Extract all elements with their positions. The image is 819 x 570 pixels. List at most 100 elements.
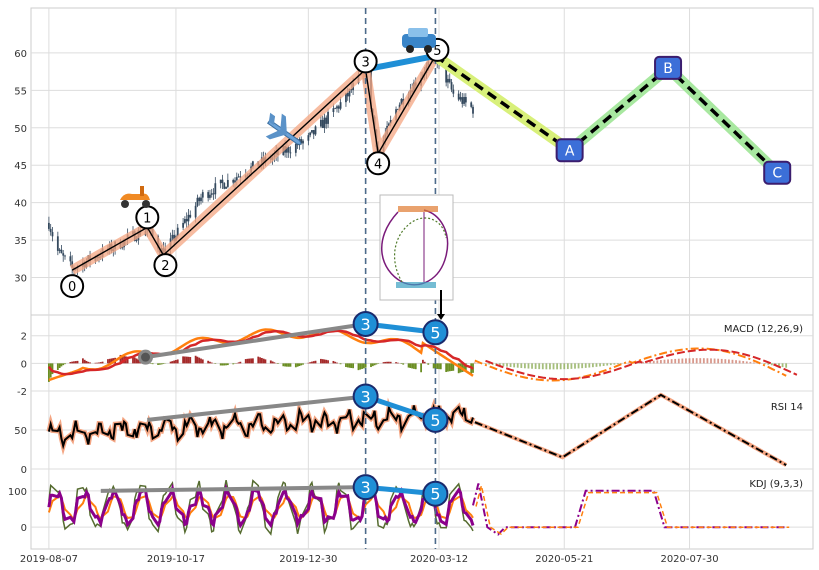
macd-histogram-bar: [436, 363, 439, 369]
candle-body: [187, 214, 190, 222]
macd-histogram-bar: [94, 362, 97, 364]
macd-panel-label: MACD (12,26,9): [724, 324, 803, 335]
candle-body: [51, 232, 54, 237]
macd-projection-bar: [731, 359, 734, 364]
macd-projection-bar: [484, 363, 487, 364]
macd-projection-bar: [556, 363, 559, 370]
macd-histogram-bar: [126, 356, 129, 364]
macd-histogram-bar: [257, 356, 260, 364]
macd-histogram-bar: [309, 362, 312, 364]
candle-body: [285, 147, 288, 153]
macd-histogram-bar: [198, 357, 201, 364]
macd-histogram-bar: [361, 363, 363, 369]
macd-pivot-label: 5: [430, 323, 440, 342]
macd-projection-bar: [720, 358, 723, 364]
macd-projection-bar: [674, 358, 677, 364]
macd-histogram-bar: [346, 363, 349, 368]
macd-projection-bar: [559, 363, 562, 370]
candle-body: [183, 219, 186, 223]
kdj-ytick-label: 0: [21, 523, 27, 534]
macd-histogram-bar: [352, 363, 355, 369]
macd-histogram-bar: [239, 361, 242, 364]
candle-body: [307, 135, 310, 141]
xtick-label: 2019-12-30: [279, 554, 337, 565]
macd-histogram-bar: [101, 361, 104, 364]
macd-histogram-bar: [62, 363, 65, 366]
macd-histogram-bar: [402, 363, 405, 365]
candle-body: [221, 179, 224, 184]
macd-histogram-bar: [158, 363, 161, 365]
macd-histogram-bar: [185, 356, 188, 364]
wave-point-label: 4: [374, 157, 382, 172]
macd-histogram-bar: [364, 363, 367, 368]
rsi-pivot-label: 3: [361, 387, 371, 406]
candle-body: [210, 193, 213, 195]
macd-histogram-bar: [345, 363, 347, 368]
macd-histogram-bar: [214, 363, 217, 364]
kdj-pivot-marker: [352, 474, 379, 501]
macd-histogram-bar: [447, 363, 449, 372]
macd-histogram-bar: [421, 359, 424, 364]
airplane-icon: [265, 112, 302, 145]
candle-body: [459, 97, 462, 100]
macd-projection-bar: [649, 361, 652, 364]
rsi-panel-label: RSI 14: [771, 402, 803, 413]
candle-body: [226, 179, 229, 187]
rsi-line: [47, 403, 474, 450]
macd-signal-line: [47, 329, 474, 376]
macd-histogram-bar: [464, 363, 467, 372]
macd-histogram-bar: [307, 362, 310, 364]
macd-histogram-bar: [187, 356, 190, 364]
rsi-ytick-label: 0: [21, 465, 27, 476]
candle-body: [348, 89, 351, 97]
macd-projection-bar: [577, 363, 580, 369]
macd-histogram-bar: [182, 356, 185, 364]
candle-body: [350, 89, 353, 91]
macd-histogram-bar: [302, 363, 304, 365]
macd-projection-bar: [488, 363, 491, 365]
macd-projection-bar: [688, 358, 691, 364]
macd-histogram-bar: [64, 363, 66, 365]
macd-projection-bar: [613, 363, 616, 365]
macd-histogram-bar: [386, 361, 389, 364]
macd-projection-bar: [588, 363, 591, 368]
candle-body: [237, 176, 240, 178]
macd-histogram-bar: [450, 363, 453, 371]
macd-projection-bar: [781, 363, 784, 368]
projection-point-marker: [763, 160, 792, 185]
rsi-pivot-marker: [352, 383, 379, 410]
macd-histogram-bar: [384, 361, 387, 364]
macd-histogram-bar: [51, 363, 54, 375]
macd-histogram-bar: [210, 362, 213, 364]
macd-histogram-bar: [87, 361, 90, 364]
rsi-pivot-label: 5: [430, 411, 440, 430]
macd-histogram-bar: [223, 363, 226, 366]
candle-body: [327, 112, 329, 124]
candle-body: [321, 119, 324, 128]
macd-histogram-bar: [219, 363, 222, 366]
macd-projection-bar: [566, 363, 569, 370]
candle-body: [69, 256, 72, 262]
candle-body: [198, 197, 201, 202]
macd-histogram-bar: [99, 362, 102, 364]
candle-body: [332, 108, 335, 113]
candle-body: [62, 253, 65, 256]
macd-histogram-bar: [121, 355, 124, 364]
macd-projection-bar: [677, 358, 680, 364]
candle-body: [300, 139, 303, 144]
macd-histogram-bar: [271, 361, 274, 364]
macd-projection-bar: [727, 359, 730, 364]
kdj-ytick-label: 100: [8, 487, 27, 498]
macd-histogram-bar: [389, 361, 392, 364]
candle-body: [389, 120, 392, 124]
macd-histogram-bar: [201, 359, 204, 364]
candle-body: [450, 82, 453, 90]
macd-projection-bar: [753, 362, 755, 364]
macd-histogram-bar: [132, 356, 134, 364]
macd-histogram-bar: [277, 363, 279, 364]
macd-projection-bar: [735, 360, 737, 364]
macd-projection-bar: [534, 363, 537, 369]
macd-histogram-bar: [321, 359, 324, 364]
projection-point-label: A: [565, 143, 575, 159]
macd-projection-signal: [485, 348, 798, 381]
